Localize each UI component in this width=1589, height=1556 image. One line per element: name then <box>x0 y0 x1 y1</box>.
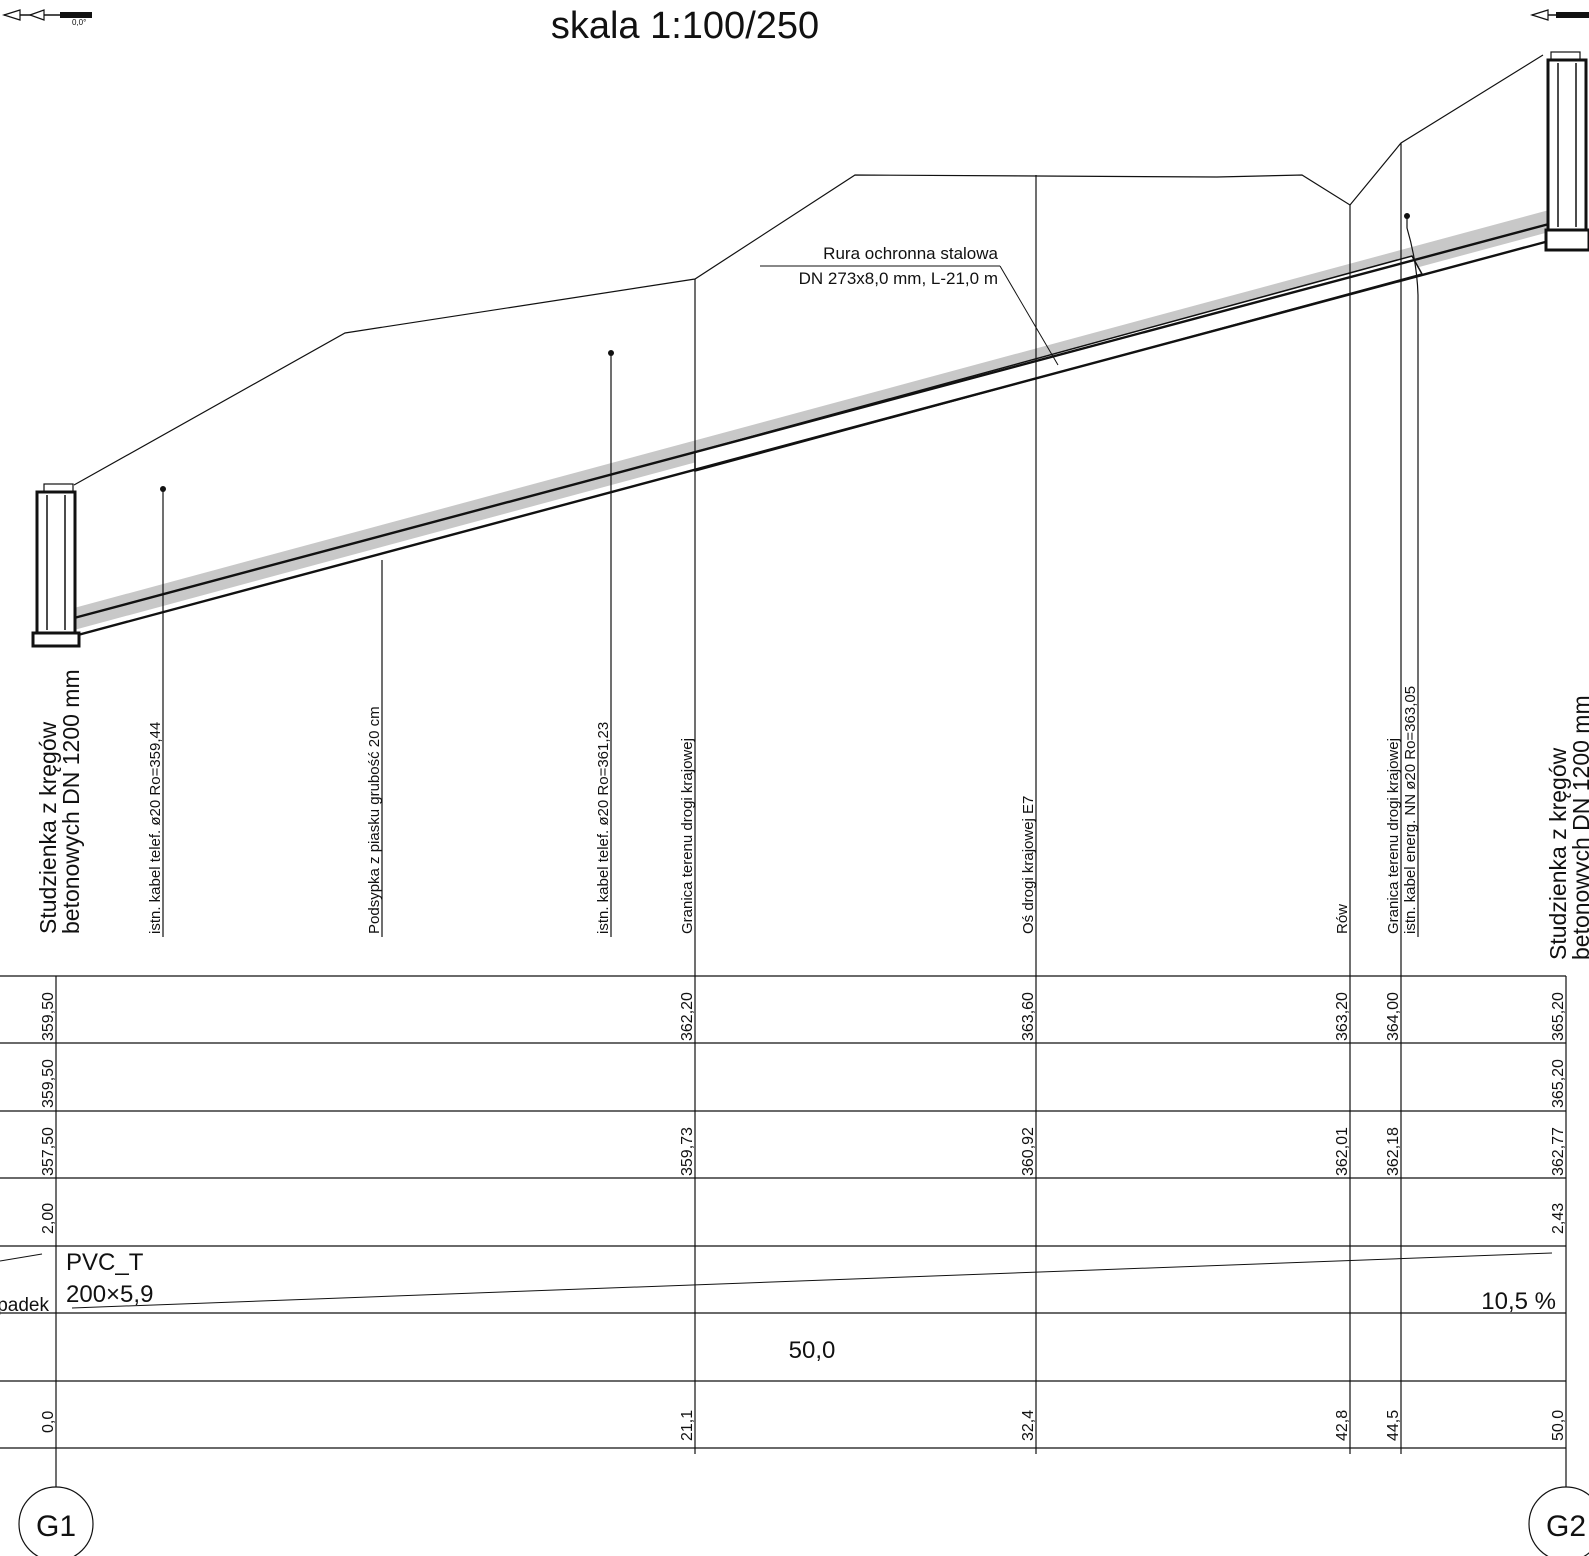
pipe-bottom-line <box>73 239 1550 638</box>
spadek-label: padek <box>0 1295 49 1316</box>
left-well-label-line2: betonowych DN 1200 mm <box>58 669 84 934</box>
node-g2-label: G2 <box>1546 1510 1586 1543</box>
pipe-material: PVC_T <box>66 1249 144 1276</box>
row1-value: 364,00 <box>1385 992 1402 1041</box>
right-well-label-line1: Studzienka z kręgów <box>1545 747 1571 960</box>
page-title: skala 1:100/250 <box>551 5 819 47</box>
node-g1 <box>18 1486 94 1556</box>
row3-value: 360,92 <box>1020 1127 1037 1176</box>
row1-value: 363,60 <box>1020 992 1037 1041</box>
node-g1-label: G1 <box>36 1510 76 1543</box>
pipe-callout-line2: DN 273x8,0 mm, L-21,0 m <box>799 269 998 288</box>
label-cable-2: istn. kabel telef. ø20 Ro=361,23 <box>595 722 612 934</box>
row3-value: 362,18 <box>1385 1127 1402 1176</box>
row1-value: 365,20 <box>1550 992 1567 1041</box>
label-road-boundary-2: Granica terenu drogi krajowej <box>1385 738 1402 934</box>
left-well-label-line1: Studzienka z kręgów <box>35 721 61 934</box>
label-road-axis: Oś drogi krajowej E7 <box>1020 796 1037 934</box>
chainage-value: 44,5 <box>1385 1410 1402 1441</box>
row3-value: 362,77 <box>1550 1127 1567 1176</box>
node-g2 <box>1528 1486 1589 1556</box>
chainage-value: 32,4 <box>1020 1410 1037 1441</box>
row2-value: 365,20 <box>1550 1059 1567 1108</box>
pipe-callout-leader <box>999 265 1059 366</box>
length-value: 50,0 <box>789 1337 836 1364</box>
left-well <box>31 483 81 648</box>
terrain-line <box>73 54 1544 486</box>
north-arrow-degree-label: 0,0° <box>72 18 86 27</box>
right-well-label-line2: betonowych DN 1200 mm <box>1568 695 1589 960</box>
row1-value: 363,20 <box>1334 992 1351 1041</box>
slope-value: 10,5 % <box>1481 1288 1556 1315</box>
north-arrow-left-icon <box>1 9 92 21</box>
pipe-size: 200×5,9 <box>66 1281 153 1308</box>
row4-value: 2,43 <box>1550 1203 1567 1234</box>
label-power-cable: istn. kabel energ. NN ø20 Ro=363,05 <box>1402 686 1419 934</box>
pipe-callout-line1: Rura ochronna stalowa <box>823 244 998 263</box>
label-ditch: Rów <box>1334 904 1351 934</box>
profile-table-grid <box>0 975 1567 1487</box>
right-well <box>1544 51 1589 252</box>
row1-value: 362,20 <box>679 992 696 1041</box>
row3-value: 357,50 <box>40 1127 57 1176</box>
row3-value: 362,01 <box>1334 1127 1351 1176</box>
pipe-top-line <box>73 222 1550 620</box>
north-arrow-right-icon <box>1529 9 1589 21</box>
chainage-value: 21,1 <box>679 1410 696 1441</box>
chainage-value: 42,8 <box>1334 1410 1351 1441</box>
row2-value: 359,50 <box>40 1059 57 1108</box>
chainage-value: 0,0 <box>40 1411 57 1433</box>
label-bedding: Podsypka z piasku grubość 20 cm <box>366 706 383 934</box>
row3-value: 359,73 <box>679 1127 696 1176</box>
row1-value: 359,50 <box>40 992 57 1041</box>
row4-value: 2,00 <box>40 1203 57 1234</box>
feature-lines <box>160 143 1419 1454</box>
label-road-boundary-1: Granica terenu drogi krajowej <box>679 738 696 934</box>
label-cable-1: istn. kabel telef. ø20 Ro=359,44 <box>147 722 164 934</box>
chainage-value: 50,0 <box>1550 1410 1567 1441</box>
